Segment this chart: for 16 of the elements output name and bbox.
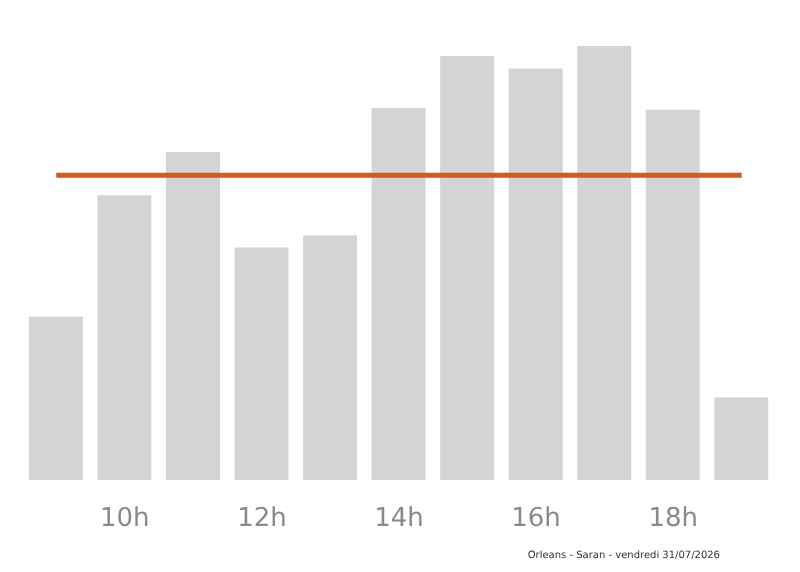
bar [508,68,563,480]
bar [97,195,152,480]
bar [714,397,769,480]
bar [165,151,220,480]
bar [440,55,495,480]
x-tick-label: 10h [100,504,150,535]
bar [28,316,83,480]
bar [371,108,426,480]
bar [645,109,700,480]
x-tick-label: 18h [648,504,698,535]
bar [303,235,358,480]
bar [234,247,289,480]
bar [577,46,632,480]
x-tick-label: 12h [237,504,287,535]
x-tick-label: 16h [511,504,561,535]
x-tick-label: 14h [374,504,424,535]
